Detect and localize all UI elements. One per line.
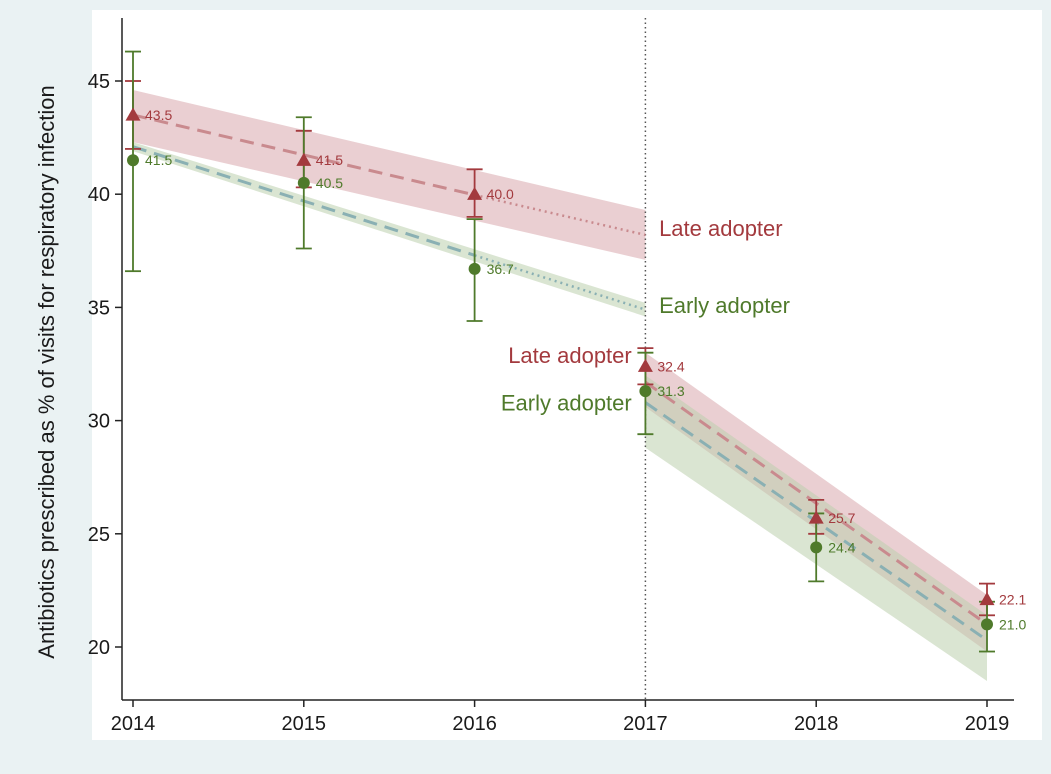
- y-tick-label: 30: [88, 411, 110, 433]
- data-point-early: [127, 154, 139, 167]
- x-tick-label: 2014: [111, 713, 156, 735]
- data-point-late: [467, 186, 483, 200]
- data-point-late: [979, 591, 995, 606]
- x-tick-label: 2019: [965, 713, 1010, 735]
- series-annotation: Late adopter: [508, 343, 632, 368]
- x-tick-label: 2015: [282, 713, 327, 735]
- data-label-early: 41.5: [145, 152, 172, 168]
- data-labels: 43.5 41.5 40.0 32.4 25.7 22.1 41.5 40.5 36.7 31.3…: [145, 107, 1026, 632]
- x-tick-label: 2017: [623, 713, 668, 735]
- data-label-late: 22.1: [999, 591, 1026, 607]
- data-label-late: 41.5: [316, 152, 343, 168]
- y-tick-label: 35: [88, 297, 110, 319]
- y-tick-label: 25: [88, 524, 110, 546]
- data-point-late: [296, 152, 312, 166]
- series-annotation: Early adopter: [501, 390, 632, 415]
- trend-line-late-pre: [132, 113, 475, 197]
- data-point-early: [468, 262, 481, 275]
- data-label-late: 32.4: [657, 358, 684, 374]
- data-point-late: [808, 510, 824, 524]
- series-annotation: Early adopter: [659, 293, 790, 318]
- data-point-early: [810, 541, 823, 554]
- data-point-early: [297, 176, 310, 189]
- data-label-early: 21.0: [999, 616, 1026, 632]
- data-label-late: 25.7: [828, 510, 855, 526]
- data-point-late: [125, 107, 141, 121]
- data-label-early: 36.7: [487, 261, 514, 277]
- data-point-early: [981, 618, 993, 631]
- axes: 20 25 30 35 40 45 2014 2015 2016 2017 2018 2019: [88, 18, 1014, 735]
- y-tick-label: 20: [88, 637, 110, 659]
- data-label-late: 40.0: [487, 186, 514, 202]
- x-tick-label: 2018: [794, 713, 839, 735]
- y-tick-label: 45: [88, 71, 110, 93]
- data-label-late: 43.5: [145, 107, 172, 123]
- data-label-early: 40.5: [316, 175, 343, 191]
- data-point-early: [639, 385, 652, 398]
- data-point-late: [637, 358, 653, 372]
- x-tick-label: 2016: [452, 713, 497, 735]
- y-tick-label: 40: [88, 184, 110, 206]
- data-markers: [125, 107, 995, 631]
- ci-band-late-pre: [133, 90, 646, 260]
- data-label-early: 31.3: [657, 383, 684, 399]
- data-label-early: 24.4: [828, 539, 855, 555]
- y-axis-label: Antibiotics prescribed as % of visits fo…: [34, 85, 59, 658]
- series-annotations: Late adopter Early adopter Late adopter Ear…: [501, 216, 790, 415]
- series-annotation: Late adopter: [659, 216, 783, 241]
